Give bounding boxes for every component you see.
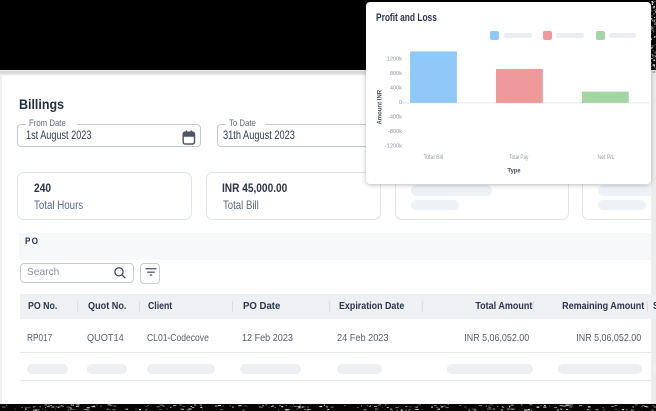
svg-text:Amount INR: Amount INR	[377, 89, 383, 124]
svg-text:-800k: -800k	[388, 129, 402, 135]
svg-text:-1200k: -1200k	[384, 143, 401, 149]
svg-text:Net P/L: Net P/L	[597, 154, 614, 160]
svg-text:Total Bill: Total Bill	[423, 154, 443, 160]
svg-text:Type: Type	[507, 167, 520, 174]
svg-text:400k: 400k	[389, 85, 401, 91]
svg-text:1200k: 1200k	[386, 56, 401, 62]
svg-text:800k: 800k	[389, 71, 401, 77]
svg-text:Total Pay: Total Pay	[509, 154, 528, 160]
svg-text:-400k: -400k	[388, 114, 402, 120]
svg-text:0: 0	[398, 100, 401, 106]
